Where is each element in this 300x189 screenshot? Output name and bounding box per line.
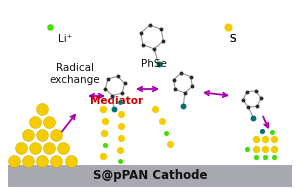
Point — [171, 78, 176, 81]
Text: S: S — [230, 34, 236, 44]
Point — [115, 75, 120, 78]
Point — [118, 112, 123, 115]
Text: Mediator: Mediator — [90, 96, 143, 106]
Point — [54, 160, 59, 163]
Point — [118, 125, 123, 128]
Point — [262, 137, 267, 140]
Point — [241, 98, 245, 101]
Point — [190, 85, 195, 88]
Point — [47, 120, 52, 123]
Bar — [8, 165, 292, 187]
Point — [140, 43, 145, 46]
Point — [103, 119, 107, 122]
Point — [120, 91, 124, 94]
Point — [40, 107, 44, 110]
Point — [156, 62, 161, 65]
Point — [272, 137, 276, 140]
Point — [254, 156, 258, 159]
Point — [110, 94, 115, 97]
Point — [226, 26, 230, 29]
Point — [40, 160, 44, 163]
Point — [164, 132, 168, 135]
Point — [118, 136, 123, 139]
Point — [68, 160, 73, 163]
Point — [246, 106, 250, 109]
Point — [48, 26, 52, 29]
Text: S: S — [230, 34, 236, 44]
Point — [188, 75, 193, 78]
Point — [179, 72, 184, 75]
Point — [272, 156, 276, 159]
Point — [102, 132, 106, 135]
Point — [244, 90, 249, 93]
Point — [262, 156, 267, 159]
Point — [148, 24, 152, 27]
Point — [161, 40, 166, 43]
Point — [173, 88, 178, 91]
Point — [47, 146, 52, 149]
Point — [26, 133, 30, 136]
Point — [244, 147, 249, 150]
Point — [111, 107, 116, 110]
Point — [152, 47, 157, 50]
Point — [138, 31, 143, 34]
Text: S@pPAN Cathode: S@pPAN Cathode — [93, 170, 207, 183]
Point — [106, 77, 110, 81]
Point — [103, 87, 108, 90]
Point — [270, 130, 274, 133]
Point — [159, 28, 164, 31]
Point — [255, 105, 260, 108]
Point — [254, 89, 258, 92]
Point — [103, 143, 107, 146]
Point — [259, 97, 263, 100]
Point — [254, 147, 258, 150]
Point — [182, 91, 187, 94]
Point — [251, 116, 256, 119]
Point — [153, 108, 158, 111]
Point — [18, 146, 23, 149]
Text: Radical
exchange: Radical exchange — [50, 63, 100, 85]
Point — [26, 160, 30, 163]
Point — [160, 119, 164, 122]
Point — [122, 82, 127, 85]
Point — [181, 104, 186, 107]
Point — [118, 160, 122, 163]
Point — [272, 147, 276, 150]
Point — [118, 101, 122, 104]
Point — [168, 143, 172, 146]
Text: Li⁺: Li⁺ — [58, 34, 72, 44]
Point — [118, 149, 122, 152]
Point — [11, 160, 16, 163]
Point — [32, 146, 37, 149]
Point — [54, 133, 59, 136]
Point — [32, 120, 37, 123]
Text: PhSe: PhSe — [141, 59, 167, 69]
Point — [260, 129, 264, 132]
Point — [40, 133, 44, 136]
Point — [100, 154, 105, 157]
Point — [262, 147, 267, 150]
Point — [254, 137, 258, 140]
Point — [61, 146, 66, 149]
Point — [100, 108, 105, 111]
